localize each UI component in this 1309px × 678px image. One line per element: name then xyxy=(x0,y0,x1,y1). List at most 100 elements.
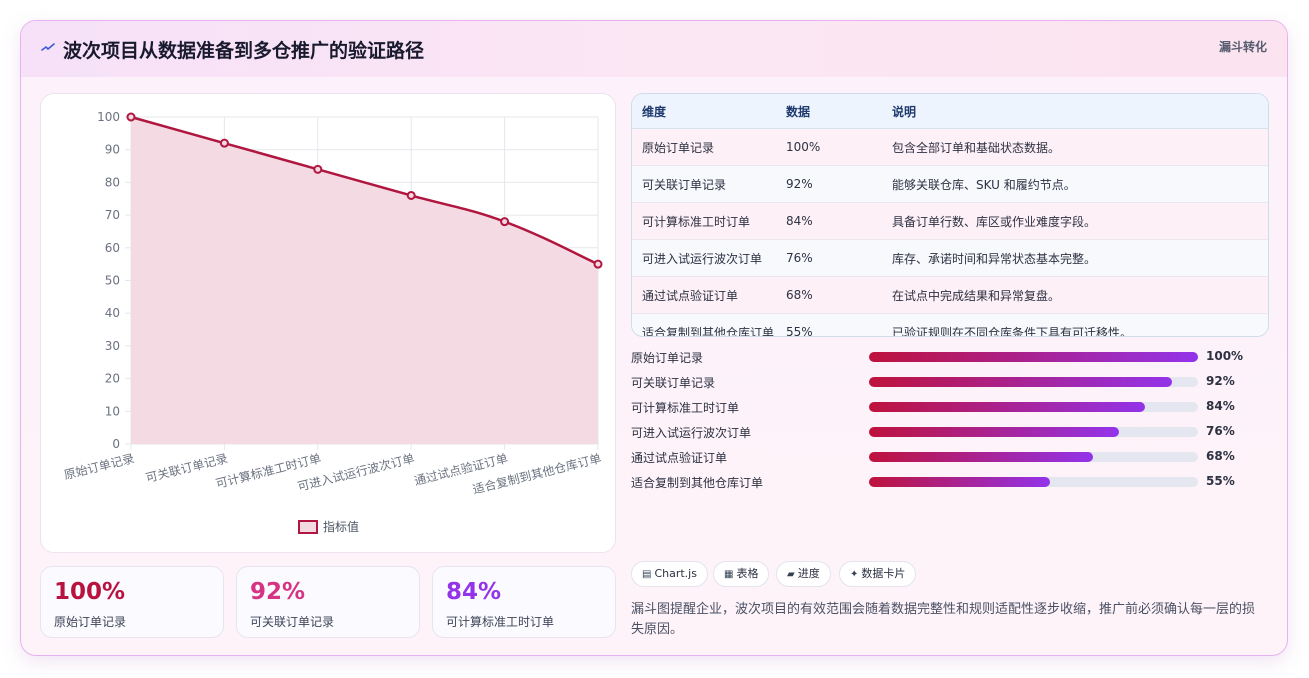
card-header: 波次项目从数据准备到多仓推广的验证路径 漏斗转化 xyxy=(21,21,1287,77)
table-cell: 原始订单记录 xyxy=(632,128,785,166)
stat-label: 可关联订单记录 xyxy=(250,615,335,629)
table-cell: 76% xyxy=(785,239,891,277)
header-badge: 漏斗转化 xyxy=(1218,40,1267,54)
y-tick-label: 10 xyxy=(105,404,120,418)
sparkle-icon: ✦ xyxy=(850,569,859,580)
y-tick-label: 30 xyxy=(105,339,120,353)
stat-card-1: 100% 原始订单记录 xyxy=(40,566,224,638)
summary-text: 漏斗图提醒企业，波次项目的有效范围会随着数据完整性和规则适配性逐步收缩，推广前必… xyxy=(631,602,1256,637)
progress-value: 100% xyxy=(1206,349,1244,363)
y-tick-label: 20 xyxy=(105,372,120,386)
column-header: 说明 xyxy=(891,94,1268,129)
y-tick-label: 40 xyxy=(105,306,120,320)
chart-icon: ▤ xyxy=(642,569,652,580)
progress-value: 92% xyxy=(1206,374,1235,388)
progress-track xyxy=(869,452,1198,462)
table-cell: 能够关联仓库、SKU 和履约节点。 xyxy=(891,165,1268,203)
stat-value: 84% xyxy=(446,579,502,605)
progress-fill xyxy=(869,377,1172,387)
table-icon: ▦ xyxy=(724,569,734,580)
table-row: 适合复制到其他仓库订单 55% 已验证规则在不同仓库条件下具有可迁移性。 xyxy=(632,313,1268,336)
stat-value: 92% xyxy=(250,579,306,605)
progress-fill xyxy=(869,427,1120,437)
progress-row: 可关联订单记录 92% xyxy=(631,372,1251,392)
data-point xyxy=(406,190,416,200)
table-header-row: 维度 数据 说明 xyxy=(632,94,1268,129)
progress-label: 可进入试运行波次订单 xyxy=(631,426,752,440)
progress-label: 通过试点验证订单 xyxy=(631,451,728,465)
stat-card-3: 84% 可计算标准工时订单 xyxy=(432,566,616,638)
progress-row: 原始订单记录 100% xyxy=(631,347,1251,367)
stat-label: 原始订单记录 xyxy=(54,615,127,629)
progress-track xyxy=(869,427,1198,437)
progress-track xyxy=(869,352,1198,362)
table-row: 可关联订单记录 92% 能够关联仓库、SKU 和履约节点。 xyxy=(632,165,1268,203)
area-chart: 0 10 20 30 40 50 60 70 80 90 100 原始订单记录 可关联订单记录 可计算标准… xyxy=(40,93,616,553)
spark-icon xyxy=(41,43,55,51)
progress-icon: ▰ xyxy=(787,569,795,580)
tag-chartjs: ▤ Chart.js xyxy=(631,561,708,587)
table-cell: 可计算标准工时订单 xyxy=(632,202,785,240)
table-row: 可计算标准工时订单 84% 具备订单行数、库区或作业难度字段。 xyxy=(632,202,1268,240)
table-cell: 55% xyxy=(785,313,891,336)
table-row: 通过试点验证订单 68% 在试点中完成结果和异常复盘。 xyxy=(632,276,1268,314)
page-title: 波次项目从数据准备到多仓推广的验证路径 xyxy=(63,40,425,62)
stat-label: 可计算标准工时订单 xyxy=(446,615,555,629)
y-tick-label: 70 xyxy=(105,208,120,222)
table-cell: 库存、承诺时间和异常状态基本完整。 xyxy=(891,239,1268,277)
data-point xyxy=(219,138,229,148)
progress-row: 可进入试运行波次订单 76% xyxy=(631,422,1251,442)
table-cell: 具备订单行数、库区或作业难度字段。 xyxy=(891,202,1268,240)
progress-label: 适合复制到其他仓库订单 xyxy=(631,476,764,490)
tag-data-cards: ✦ 数据卡片 xyxy=(839,561,917,587)
progress-track xyxy=(869,402,1198,412)
tag-table: ▦ 表格 xyxy=(713,561,770,587)
table-cell: 可关联订单记录 xyxy=(632,165,785,203)
y-tick-label: 80 xyxy=(105,175,120,189)
tag-label: 进度 xyxy=(797,567,820,580)
area-fill xyxy=(131,117,598,444)
tag-progress: ▰ 进度 xyxy=(776,561,831,587)
legend-label: 指标值 xyxy=(323,519,359,534)
progress-fill xyxy=(869,452,1093,462)
table-cell: 在试点中完成结果和异常复盘。 xyxy=(891,276,1268,314)
table-row: 可进入试运行波次订单 76% 库存、承诺时间和异常状态基本完整。 xyxy=(632,239,1268,277)
data-point xyxy=(126,112,136,122)
progress-label: 原始订单记录 xyxy=(631,351,704,365)
table-cell: 适合复制到其他仓库订单 xyxy=(632,313,785,336)
data-point xyxy=(313,164,323,174)
progress-fill xyxy=(869,477,1050,487)
progress-track xyxy=(869,477,1198,487)
tag-label: 数据卡片 xyxy=(861,567,906,580)
progress-track xyxy=(869,377,1198,387)
progress-label: 可计算标准工时订单 xyxy=(631,401,740,415)
stat-card-2: 92% 可关联订单记录 xyxy=(236,566,420,638)
progress-fill xyxy=(869,402,1146,412)
table-cell: 92% xyxy=(785,165,891,203)
progress-row: 可计算标准工时订单 84% xyxy=(631,397,1251,417)
y-tick-label: 100 xyxy=(97,110,120,124)
y-tick-label: 90 xyxy=(105,143,120,157)
progress-value: 68% xyxy=(1206,449,1235,463)
table-cell: 100% xyxy=(785,128,891,166)
progress-value: 55% xyxy=(1206,474,1235,488)
progress-label: 可关联订单记录 xyxy=(631,376,716,390)
progress-row: 适合复制到其他仓库订单 55% xyxy=(631,472,1251,492)
y-tick-label: 0 xyxy=(112,437,120,451)
data-table: 维度 数据 说明 原始订单记录 100% 包含全部订单和基础状态数据。 可关联订… xyxy=(631,93,1269,337)
table-row: 原始订单记录 100% 包含全部订单和基础状态数据。 xyxy=(632,128,1268,166)
x-tick-label: 原始订单记录 xyxy=(62,451,135,482)
stat-value: 100% xyxy=(54,579,126,605)
tag-label: 表格 xyxy=(736,567,759,580)
column-header: 维度 xyxy=(632,94,785,129)
y-tick-label: 60 xyxy=(105,241,120,255)
dashboard-card: 波次项目从数据准备到多仓推广的验证路径 漏斗转化 0 10 20 30 40 50 60 70… xyxy=(20,20,1288,656)
y-tick-label: 50 xyxy=(105,274,120,288)
data-point xyxy=(500,217,510,227)
table-cell: 可进入试运行波次订单 xyxy=(632,239,785,277)
table-cell: 通过试点验证订单 xyxy=(632,276,785,314)
table-cell: 68% xyxy=(785,276,891,314)
tag-label: Chart.js xyxy=(654,567,697,580)
table-cell: 已验证规则在不同仓库条件下具有可迁移性。 xyxy=(891,313,1268,336)
